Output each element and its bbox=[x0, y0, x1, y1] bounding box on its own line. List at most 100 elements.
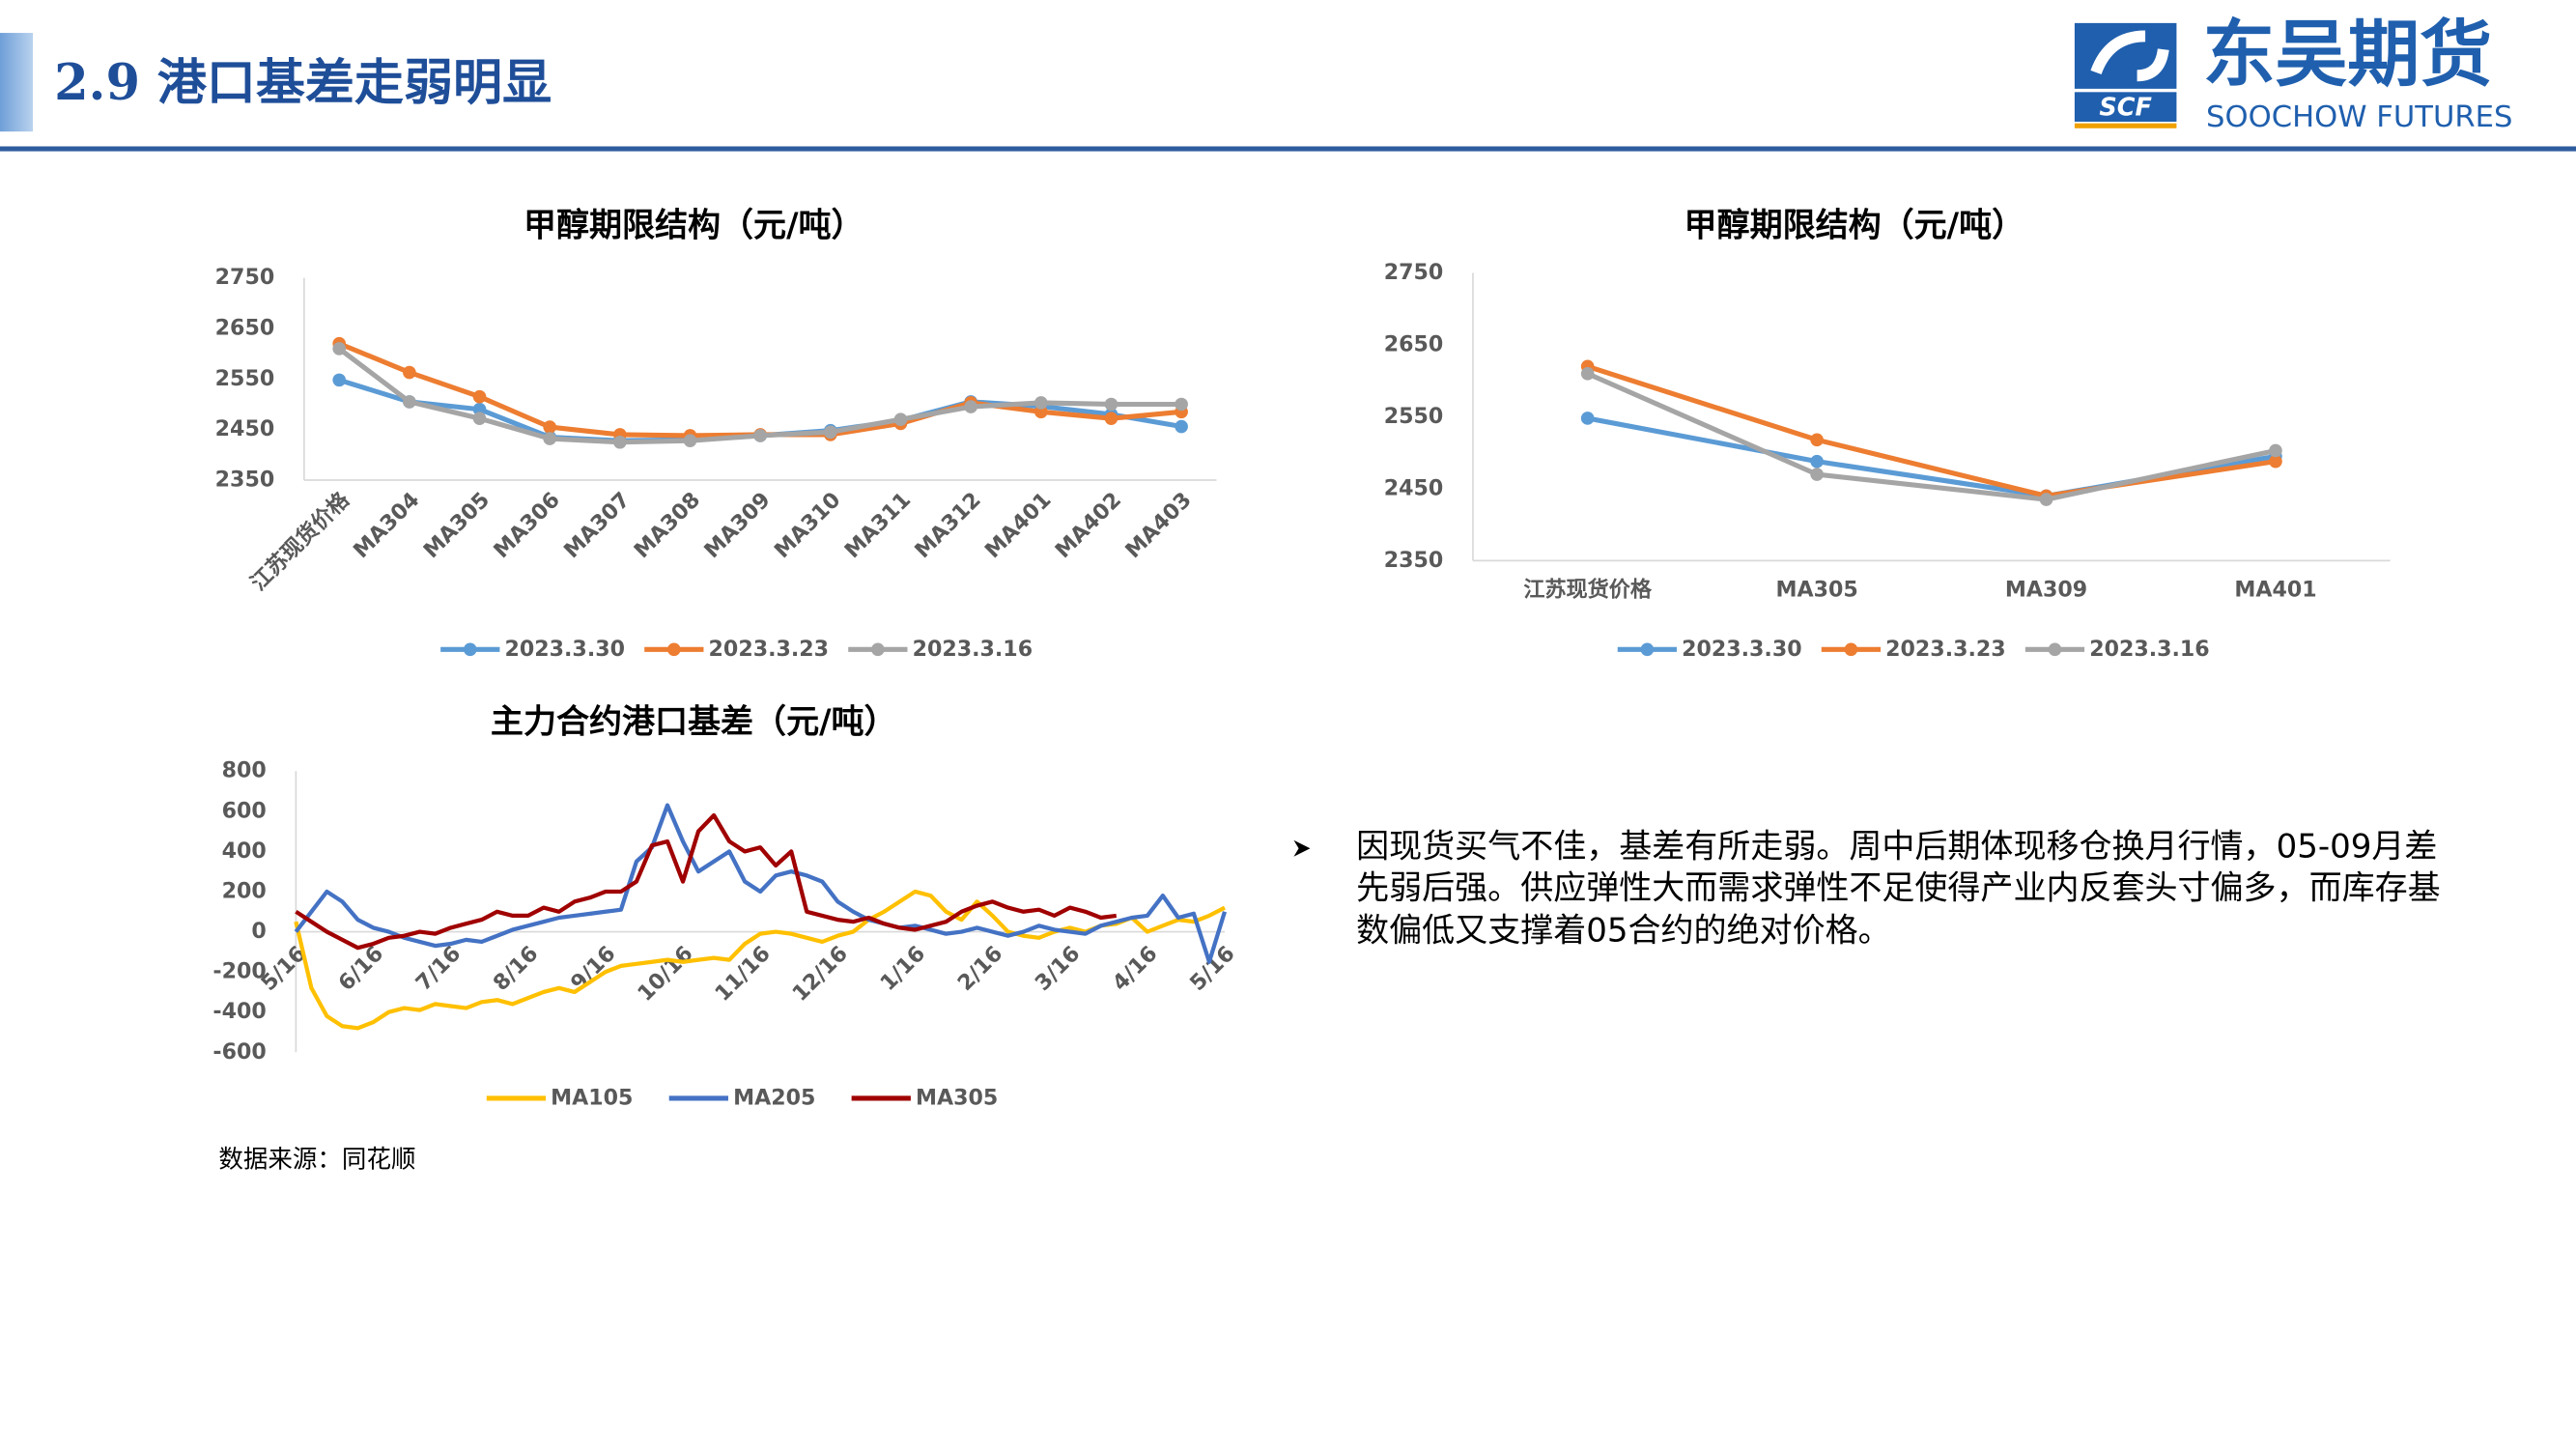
x-tick-label: MA307 bbox=[559, 487, 636, 563]
point bbox=[1104, 412, 1118, 425]
legend-label: MA205 bbox=[733, 1085, 815, 1110]
x-tick-label: 江苏现货价格 bbox=[1523, 578, 1653, 603]
point bbox=[472, 389, 487, 404]
legend-marker bbox=[871, 642, 885, 657]
header-accent bbox=[0, 33, 34, 132]
point bbox=[543, 432, 556, 445]
legend-marker bbox=[667, 642, 681, 657]
legend-marker bbox=[1640, 642, 1655, 657]
y-tick-label: 2650 bbox=[1384, 332, 1444, 357]
slide-title: 2.9 港口基差走弱明显 bbox=[54, 54, 552, 112]
x-tick-label: 4/16 bbox=[1108, 941, 1163, 996]
source: 数据来源：同花顺 bbox=[218, 1146, 415, 1175]
x-tick-label: MA308 bbox=[629, 487, 705, 563]
x-tick-label: 1/16 bbox=[875, 941, 930, 996]
chart-title: 甲醇期限结构（元/吨） bbox=[1684, 206, 2025, 244]
x-tick-label: MA311 bbox=[839, 487, 916, 563]
legend-label: 2023.3.30 bbox=[1682, 637, 1801, 662]
x-tick-label: MA304 bbox=[349, 487, 425, 563]
y-tick-label: 2450 bbox=[1384, 475, 1444, 500]
x-tick-label: 江苏现货价格 bbox=[246, 487, 355, 596]
series-line bbox=[338, 341, 1182, 439]
x-tick-label: 12/16 bbox=[787, 941, 853, 1007]
logo-name: 东吴期货 bbox=[2203, 12, 2493, 97]
point bbox=[613, 435, 627, 449]
point bbox=[2039, 493, 2053, 506]
x-tick-label: MA306 bbox=[489, 487, 565, 563]
point bbox=[472, 412, 487, 425]
point bbox=[543, 420, 556, 434]
series-line bbox=[1587, 415, 2277, 498]
logo-swirl bbox=[2090, 30, 2169, 82]
point bbox=[403, 395, 416, 409]
legend-label: MA305 bbox=[916, 1085, 998, 1110]
point bbox=[753, 429, 767, 442]
series-line bbox=[1586, 371, 2277, 502]
y-tick-label: 2750 bbox=[1384, 260, 1444, 285]
y-tick-label: 400 bbox=[222, 838, 267, 864]
bullet bbox=[1293, 839, 1311, 857]
point bbox=[2269, 443, 2282, 458]
header-rule bbox=[0, 146, 2576, 152]
y-tick-label: -400 bbox=[212, 999, 266, 1024]
legend-marker bbox=[2048, 642, 2062, 657]
logo: SCF 东吴期货 SOOCHOW FUTURES bbox=[2074, 12, 2512, 134]
point bbox=[683, 434, 697, 447]
series-line bbox=[294, 889, 1226, 1031]
x-tick-label: MA309 bbox=[2005, 578, 2087, 603]
point bbox=[824, 425, 837, 440]
point bbox=[332, 373, 347, 387]
y-tick-label: 800 bbox=[222, 758, 267, 783]
point bbox=[1810, 433, 1824, 447]
x-tick-label: 2/16 bbox=[952, 941, 1007, 996]
x-tick-label: 3/16 bbox=[1031, 941, 1086, 996]
point bbox=[964, 400, 977, 413]
x-tick-label: 7/16 bbox=[411, 941, 467, 996]
logo-underline bbox=[2074, 123, 2177, 128]
x-tick-label: MA305 bbox=[1775, 578, 1857, 603]
body-line: 因现货买气不佳，基差有所走弱。周中后期体现移仓换月行情，05-09月差 bbox=[1356, 828, 2437, 867]
y-tick-label: 2350 bbox=[215, 468, 275, 493]
point bbox=[1175, 419, 1188, 434]
x-tick-label: MA305 bbox=[418, 487, 495, 563]
y-tick-label: 200 bbox=[222, 878, 267, 903]
legend-marker bbox=[1844, 642, 1858, 657]
x-tick-label: 11/16 bbox=[710, 941, 776, 1007]
x-tick-label: MA403 bbox=[1120, 487, 1197, 563]
y-tick-label: 2550 bbox=[1384, 404, 1444, 429]
point bbox=[1810, 468, 1824, 481]
legend-label: 2023.3.23 bbox=[1885, 637, 2005, 662]
y-tick-label: 2350 bbox=[1384, 548, 1444, 573]
point bbox=[1580, 366, 1595, 381]
y-tick-label: 2650 bbox=[215, 315, 275, 340]
point bbox=[1580, 412, 1595, 425]
logo-band bbox=[2074, 92, 2177, 122]
point bbox=[1034, 405, 1048, 419]
body-line: 数偏低又支撑着05合约的绝对价格。 bbox=[1356, 912, 1891, 951]
x-tick-label: MA309 bbox=[699, 487, 776, 563]
y-tick-label: -200 bbox=[212, 959, 266, 984]
x-tick-label: MA401 bbox=[980, 487, 1057, 563]
chart-title: 甲醇期限结构（元/吨） bbox=[524, 206, 864, 244]
x-tick-label: MA310 bbox=[770, 487, 846, 563]
point bbox=[1810, 454, 1824, 469]
x-tick-label: MA312 bbox=[910, 487, 986, 563]
point bbox=[1034, 396, 1048, 410]
legend-marker bbox=[463, 642, 477, 657]
point bbox=[472, 402, 487, 416]
logo-mark: SCF bbox=[2099, 93, 2152, 122]
point bbox=[403, 365, 416, 380]
body-line: 先弱后强。供应弹性大而需求弹性不足使得产业内反套头寸偏多，而库存基 bbox=[1356, 868, 2441, 907]
x-tick-label: MA402 bbox=[1050, 487, 1126, 563]
chart-title: 主力合约港口基差（元/吨） bbox=[491, 702, 897, 741]
y-tick-label: 600 bbox=[222, 798, 267, 823]
point bbox=[893, 412, 908, 427]
y-tick-label: -600 bbox=[212, 1039, 266, 1065]
logo-english: SOOCHOW FUTURES bbox=[2206, 100, 2512, 134]
y-tick-label: 2750 bbox=[215, 265, 275, 290]
point bbox=[2269, 454, 2282, 469]
point bbox=[1175, 397, 1188, 412]
x-tick-label: 8/16 bbox=[489, 941, 544, 996]
y-tick-label: 2450 bbox=[215, 416, 275, 441]
